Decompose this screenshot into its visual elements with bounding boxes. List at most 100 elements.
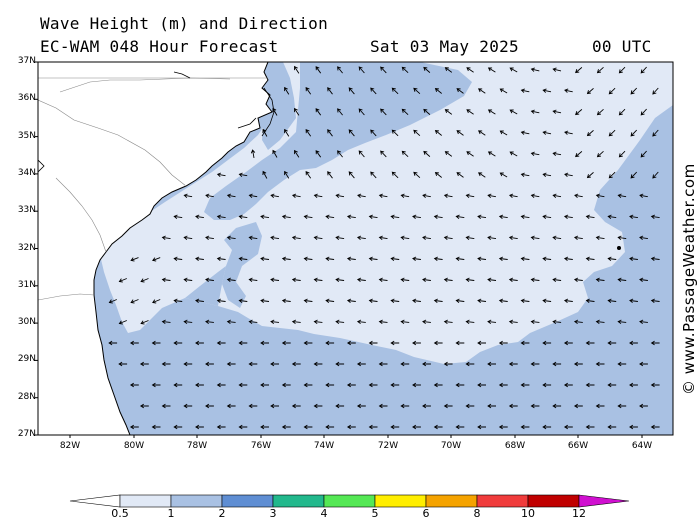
wave-arrow: [552, 277, 562, 283]
wave-arrow: [205, 235, 214, 241]
wave-arrow: [238, 424, 248, 430]
wave-arrow: [530, 403, 540, 409]
wave-arrow: [564, 172, 573, 178]
wave-arrow: [455, 214, 465, 220]
wave-arrow: [456, 172, 464, 178]
lon-label: 64W: [631, 441, 653, 451]
wave-arrow: [629, 256, 638, 262]
wave-arrow: [173, 424, 183, 430]
wave-arrow: [305, 129, 312, 137]
wave-arrow: [270, 319, 280, 325]
wave-arrow: [348, 129, 355, 137]
wave-arrow: [248, 319, 258, 325]
wave-arrow: [596, 66, 604, 74]
wave-arrow: [325, 298, 335, 304]
wave-arrow: [650, 382, 660, 388]
wave-arrow: [530, 361, 540, 367]
wave-arrow: [639, 319, 648, 325]
wave-arrow: [346, 424, 356, 430]
wave-arrow: [552, 109, 562, 114]
wave-arrow: [498, 214, 508, 220]
sea-band-under-1m: [100, 62, 673, 364]
wave-arrow: [607, 424, 617, 430]
wave-arrow: [291, 403, 301, 409]
wave-arrow: [118, 361, 128, 367]
wave-arrow: [270, 277, 280, 283]
wave-arrow: [238, 214, 248, 220]
wave-arrow: [563, 424, 573, 430]
wave-arrow: [530, 67, 540, 72]
wave-arrow: [238, 172, 248, 178]
wave-arrow: [305, 87, 312, 95]
wave-arrow: [443, 193, 453, 199]
wave-arrow: [508, 319, 518, 325]
wave-arrow: [195, 214, 204, 220]
wave-arrow: [433, 214, 443, 220]
wave-arrow: [284, 128, 290, 137]
wave-arrow: [248, 235, 258, 241]
wave-arrow: [183, 277, 193, 283]
wave-arrow: [368, 382, 378, 388]
wave-arrow: [216, 382, 226, 388]
wave-arrow: [390, 256, 400, 262]
wave-arrow: [530, 235, 540, 241]
wave-arrow: [195, 424, 204, 430]
wave-direction-arrows: [108, 65, 660, 430]
lon-label: 68W: [504, 441, 526, 451]
wave-arrow: [542, 298, 552, 304]
scale-label: 3: [269, 507, 277, 520]
wave-arrow: [161, 319, 171, 325]
wave-arrow: [618, 66, 626, 74]
wave-arrow: [542, 130, 552, 135]
wave-arrow: [563, 256, 573, 262]
wave-arrow: [400, 277, 410, 283]
wave-arrow: [346, 340, 356, 346]
wave-arrow: [542, 88, 552, 93]
wave-arrow: [608, 129, 616, 137]
wave-arrow: [508, 403, 518, 409]
sea-band-intrusion-central: [222, 222, 262, 308]
wave-arrow: [423, 66, 431, 73]
wave-arrow: [585, 424, 595, 430]
scale-swatch: [119, 494, 172, 508]
wave-arrow: [378, 319, 388, 325]
wave-arrow: [595, 319, 605, 325]
wave-arrow: [152, 257, 161, 262]
wave-arrow: [303, 382, 313, 388]
wave-arrow: [173, 298, 183, 304]
wave-arrow: [433, 424, 443, 430]
wave-arrow: [477, 340, 486, 346]
wave-arrow: [161, 403, 171, 409]
wave-arrow: [173, 256, 183, 262]
wave-arrow: [412, 340, 421, 346]
wave-arrow: [303, 424, 313, 430]
wave-arrow: [585, 382, 595, 388]
wave-arrow: [412, 214, 421, 220]
wave-arrow: [520, 256, 530, 262]
wave-arrow: [422, 403, 431, 409]
wave-arrow: [380, 108, 387, 116]
wave-arrow: [573, 403, 583, 409]
wave-arrow: [238, 256, 248, 262]
wave-arrow: [272, 107, 278, 116]
wave-arrow: [260, 214, 270, 220]
wave-arrow: [260, 298, 270, 304]
wave-arrow: [358, 150, 365, 158]
wave-arrow: [608, 87, 616, 95]
wave-arrow: [412, 256, 421, 262]
wave-arrow: [368, 298, 378, 304]
wave-arrow: [508, 277, 518, 283]
wave-arrow: [595, 193, 605, 199]
wave-arrow: [183, 235, 193, 241]
wave-arrow: [248, 361, 258, 367]
wave-arrow: [337, 150, 343, 158]
wave-arrow: [380, 66, 387, 74]
wave-arrow: [530, 193, 540, 199]
wave-arrow: [607, 214, 617, 220]
wave-arrow: [530, 151, 540, 157]
wave-arrow: [325, 214, 335, 220]
wave-arrow: [281, 424, 291, 430]
wave-arrow: [226, 235, 236, 241]
lat-label: 33N: [17, 205, 36, 216]
